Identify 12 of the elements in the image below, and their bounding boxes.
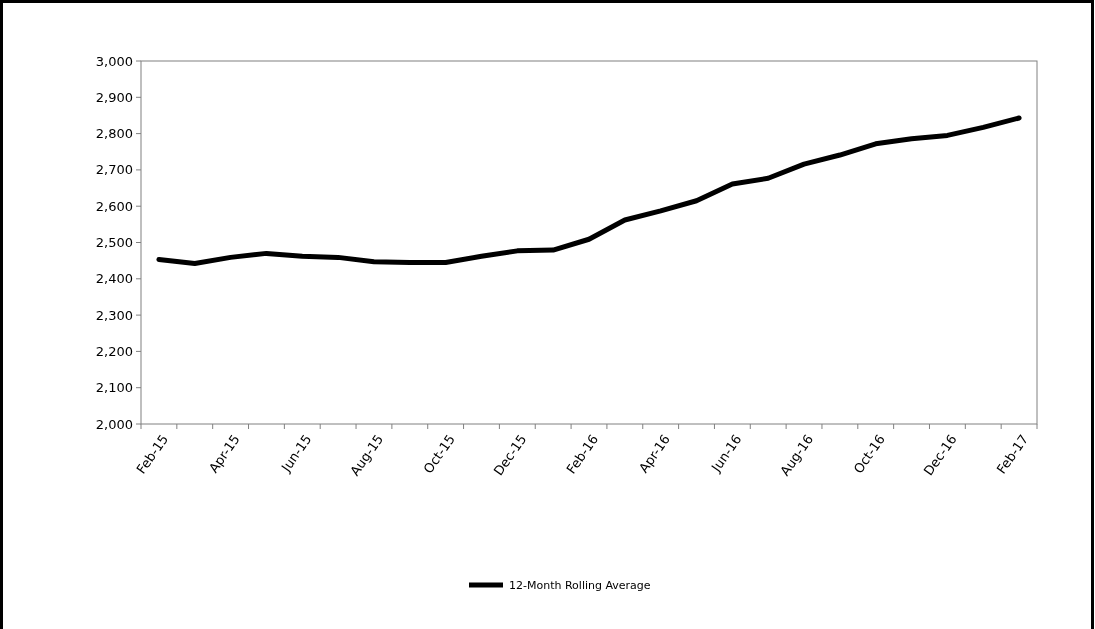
y-tick-label: 2,500 (95, 235, 133, 251)
y-tick-label: 2,700 (95, 162, 133, 178)
y-tick-label: 2,000 (95, 416, 133, 432)
legend-label: 12-Month Rolling Average (509, 578, 651, 592)
y-tick-label: 2,400 (95, 271, 133, 287)
y-tick-label: 2,100 (95, 380, 133, 396)
y-tick-label: 3,000 (95, 53, 133, 69)
y-tick-label: 2,800 (95, 126, 133, 142)
y-tick-label: 2,900 (95, 89, 133, 105)
y-tick-label: 2,200 (95, 343, 133, 359)
y-tick-label: 2,300 (95, 307, 133, 323)
y-tick-label: 2,600 (95, 198, 133, 214)
